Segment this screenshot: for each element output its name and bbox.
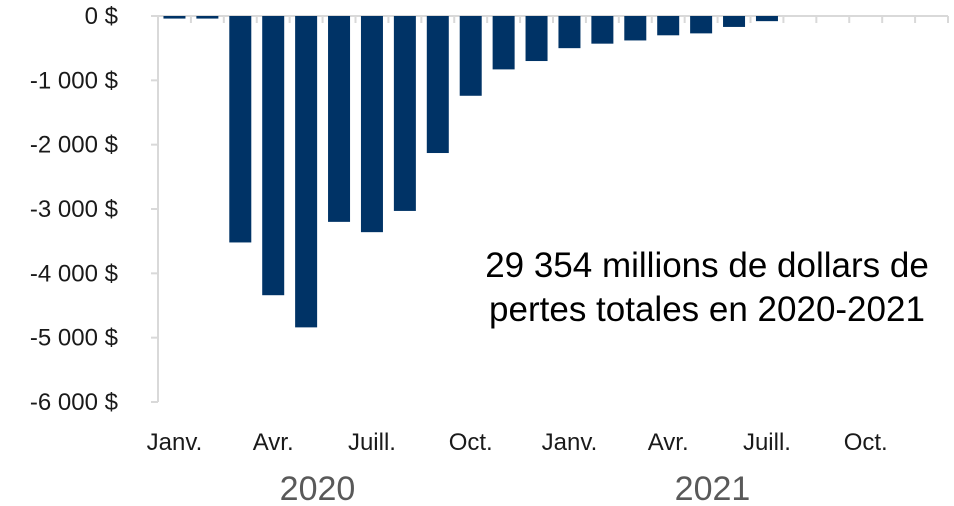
bar [492, 16, 515, 70]
year-label: 2020 [280, 470, 356, 506]
bar [426, 16, 449, 154]
x-tick-label: Avr. [253, 429, 294, 456]
x-tick-label: Avr. [648, 429, 689, 456]
x-tick-label: Janv. [542, 429, 598, 456]
annotation-line-2: pertes totales en 2020-2021 [489, 290, 925, 329]
y-tick-label: -3 000 $ [30, 196, 118, 223]
y-tick-label: -4 000 $ [30, 260, 118, 287]
x-tick-label: Oct. [844, 429, 888, 456]
x-tick-label: Janv. [147, 429, 203, 456]
x-axis [157, 15, 949, 23]
bar [229, 16, 252, 243]
bar [163, 16, 186, 19]
x-tick-label: Juill. [348, 429, 396, 456]
bar [360, 16, 383, 233]
bar [525, 16, 548, 62]
bars [163, 16, 778, 328]
y-tick-label: -2 000 $ [30, 132, 118, 159]
y-axis: 0 $ -1 000 $ -2 000 $ -3 000 $ -4 000 $ -5 00… [30, 3, 159, 416]
bar [295, 16, 318, 328]
bar [262, 16, 285, 296]
y-tick-label: -1 000 $ [30, 67, 118, 94]
annotation-line-1: 29 354 millions de dollars de [485, 246, 929, 285]
bar [723, 16, 746, 27]
y-tick-label: 0 $ [85, 3, 118, 30]
x-tick-label: Oct. [449, 429, 493, 456]
x-tick-labels: Janv. Avr. Juill. Oct. Janv. Avr. Juill. Oct. [147, 429, 888, 456]
bar [328, 16, 351, 222]
y-tick-label: -6 000 $ [30, 389, 118, 416]
bar [591, 16, 614, 44]
year-label: 2021 [675, 470, 751, 506]
bar [755, 16, 778, 22]
bar [459, 16, 482, 96]
bar [690, 16, 713, 34]
bar [196, 16, 219, 19]
bar [393, 16, 416, 211]
bar [624, 16, 647, 41]
y-tick-label: -5 000 $ [30, 325, 118, 352]
bar [558, 16, 581, 49]
bar [657, 16, 680, 36]
x-tick-label: Juill. [743, 429, 791, 456]
total-losses-annotation: 29 354 millions de dollars de pertes tot… [462, 244, 952, 332]
year-labels: 2020 2021 [280, 470, 751, 506]
